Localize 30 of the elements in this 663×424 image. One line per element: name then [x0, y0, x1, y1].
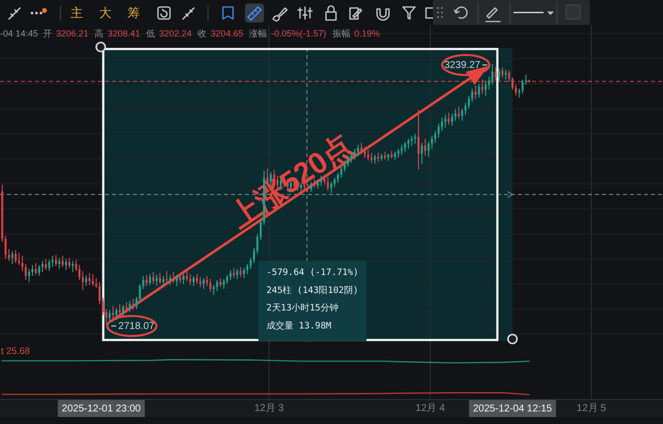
annotation: 2718.07 — [118, 320, 155, 332]
annotation: 245柱 (143阳102阴) — [266, 284, 358, 296]
x-tick-label: 12月 3 — [254, 402, 284, 414]
text: 筹 — [128, 6, 140, 20]
range-label: 2025-12-04 12:15 — [469, 400, 556, 417]
text: 3202.24 — [159, 28, 192, 38]
text: 3204.65 — [210, 28, 244, 38]
text: 振幅 — [332, 28, 350, 38]
text: 3208.41 — [108, 28, 140, 38]
text: 大 — [99, 6, 112, 20]
annotation: 成交量 13.98M — [266, 320, 332, 332]
text: -04 14:45 — [0, 28, 38, 38]
text: 高 — [94, 28, 104, 38]
text: -0.05%(-1.57) — [271, 28, 326, 38]
text: 开 — [43, 28, 52, 38]
x-tick-label: 12月 4 — [416, 402, 446, 414]
text: 0.19% — [354, 28, 380, 38]
annotation: 2天13小时15分钟 — [266, 302, 338, 314]
range-label: 2025-12-01 23:00 — [58, 400, 145, 417]
annotation: 3239.27 — [444, 60, 481, 70]
annotation: -579.64 (-17.71%) — [266, 268, 359, 278]
text: 收 — [198, 28, 207, 38]
text: 3206.21 — [56, 28, 89, 38]
text: 涨幅 — [249, 28, 268, 38]
x-tick-label: 12月 5 — [576, 402, 607, 414]
value-label: 3239.27 — [444, 60, 488, 70]
text: t 25.68 — [1, 346, 30, 356]
text: 主 — [70, 5, 84, 20]
value-label: 2718.07 — [110, 320, 154, 332]
text: 低 — [146, 28, 156, 38]
